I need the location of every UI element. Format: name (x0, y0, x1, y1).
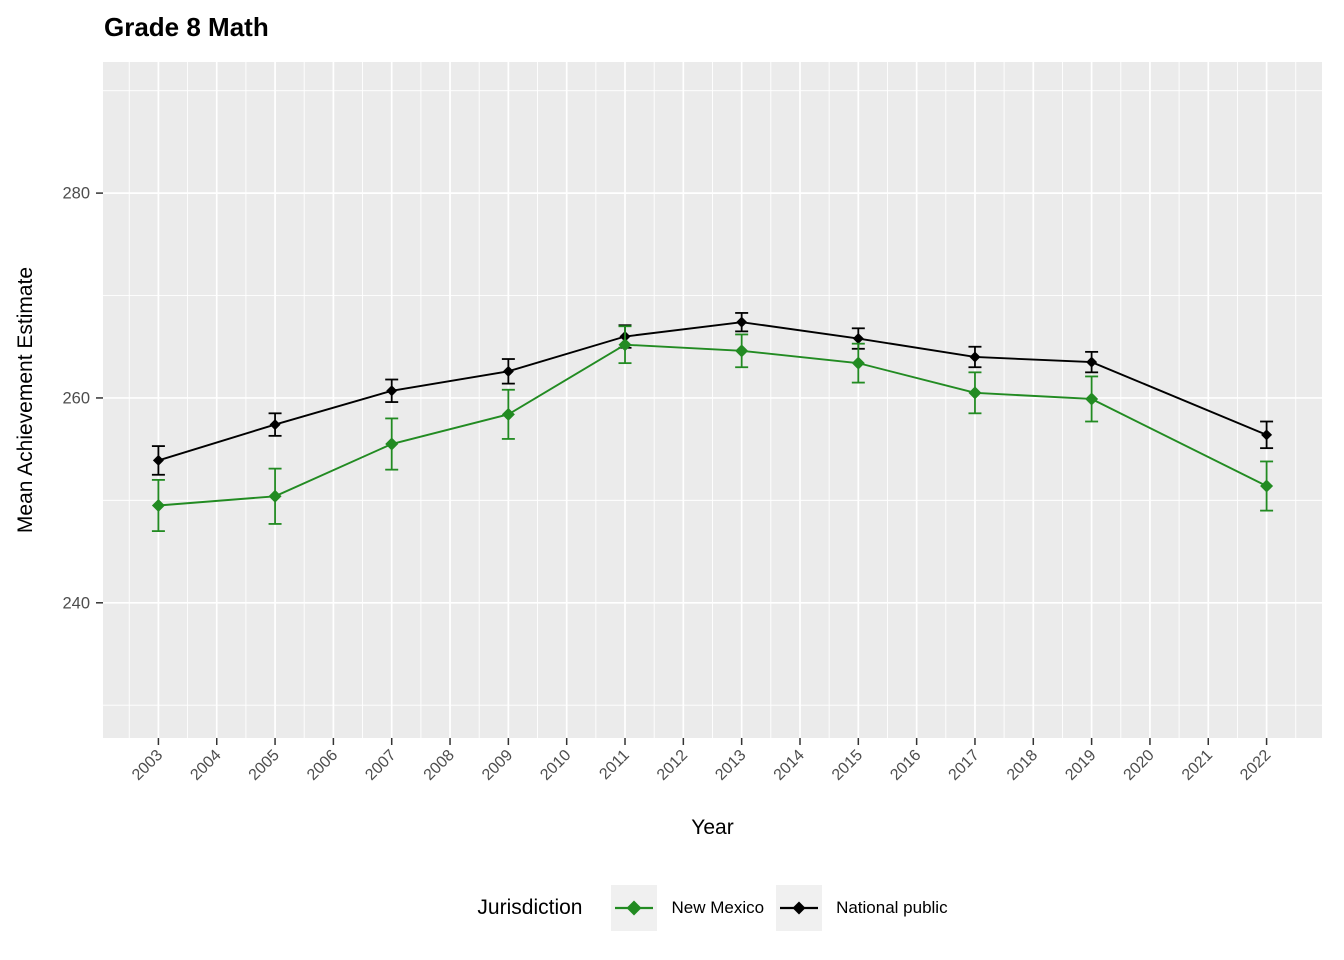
x-tick-label: 2007 (362, 747, 399, 784)
y-axis-title: Mean Achievement Estimate (14, 267, 37, 533)
x-tick-label-group: 2012 (654, 747, 691, 784)
legend-title: Jurisdiction (477, 896, 583, 919)
x-tick-label: 2009 (479, 747, 516, 784)
data-point (618, 338, 632, 352)
x-tick-label-group: 2014 (771, 747, 808, 784)
x-tick-label-group: 2010 (537, 747, 574, 784)
legend-item-new-mexico: New Mexico (611, 885, 764, 931)
legend-key-swatch (611, 885, 658, 931)
x-tick-label-group: 2009 (479, 747, 516, 784)
x-tick-label: 2018 (1004, 747, 1041, 784)
legend-label: New Mexico (671, 898, 765, 917)
x-tick-label: 2008 (421, 747, 458, 784)
x-tick-label-group: 2017 (946, 747, 983, 784)
x-tick-label: 2004 (187, 747, 224, 784)
x-tick-label-group: 2019 (1062, 747, 1099, 784)
data-point (852, 333, 864, 345)
legend: Jurisdiction New Mexico National public (103, 880, 1322, 936)
x-tick-label: 2014 (771, 747, 808, 784)
data-point (735, 344, 749, 358)
data-point (268, 489, 282, 503)
data-point (968, 386, 982, 400)
x-tick-label: 2006 (304, 747, 341, 784)
data-point (385, 437, 399, 451)
plot-area: 240 260 280 2003 2004 2005 2006 2007 2008 2009 201… (14, 62, 1322, 839)
data-point (152, 454, 164, 466)
x-tick-label: 2005 (246, 747, 283, 784)
data-point (386, 385, 398, 397)
x-tick-label: 2022 (1237, 747, 1274, 784)
series-line (158, 321, 1267, 462)
x-tick-label: 2019 (1062, 747, 1099, 784)
x-tick-label: 2015 (829, 747, 866, 784)
x-tick-label-group: 2015 (829, 747, 866, 784)
y-tick-label: 280 (62, 185, 90, 203)
x-tick-label-group: 2016 (887, 747, 924, 784)
x-tick-label: 2012 (654, 747, 691, 784)
x-tick-label-group: 2007 (362, 747, 399, 784)
legend-label: National public (836, 898, 948, 917)
data-point (851, 356, 865, 370)
x-tick-label: 2010 (537, 747, 574, 784)
x-tick-label-group: 2005 (246, 747, 283, 784)
x-tick-label: 2016 (887, 747, 924, 784)
y-axis-title-group: Mean Achievement Estimate (14, 267, 37, 533)
x-tick-label: 2011 (596, 747, 632, 783)
y-tick-label: 240 (62, 594, 90, 612)
data-point (502, 365, 514, 377)
data-point (1086, 356, 1098, 368)
x-tick-label: 2017 (946, 747, 983, 784)
data-point (736, 316, 748, 328)
data-point (1260, 479, 1274, 493)
x-axis-title: Year (691, 816, 733, 839)
x-tick-label-group: 2004 (187, 747, 224, 784)
x-tick-label-group: 2006 (304, 747, 341, 784)
data-point (1085, 392, 1099, 406)
chart-title: Grade 8 Math (104, 12, 269, 42)
x-tick-label: 2020 (1121, 747, 1158, 784)
data-point (269, 419, 281, 431)
data-point (969, 351, 981, 363)
series-new-mexico (151, 325, 1274, 533)
x-tick-label-group: 2013 (712, 747, 749, 784)
x-tick-label-group: 2018 (1004, 747, 1041, 784)
x-tick-label-group: 2003 (129, 747, 166, 784)
legend-items: New Mexico National public (599, 885, 948, 931)
data-point (501, 407, 515, 421)
legend-item-national-public: National public (776, 885, 948, 931)
data-point (151, 498, 165, 512)
y-tick-label: 260 (62, 389, 90, 407)
series-line (158, 343, 1268, 507)
x-tick-label: 2021 (1179, 747, 1216, 784)
legend-key-swatch (776, 885, 823, 931)
x-tick-label-group: 2020 (1121, 747, 1158, 784)
x-tick-label: 2013 (712, 747, 749, 784)
x-tick-label-group: 2022 (1237, 747, 1274, 784)
data-point (1261, 429, 1273, 441)
x-tick-label: 2003 (129, 747, 166, 784)
x-tick-label-group: 2008 (421, 747, 458, 784)
x-tick-label-group: 2021 (1179, 747, 1216, 784)
x-tick-label-group: 2011 (596, 747, 632, 783)
series-national-public (151, 312, 1274, 476)
